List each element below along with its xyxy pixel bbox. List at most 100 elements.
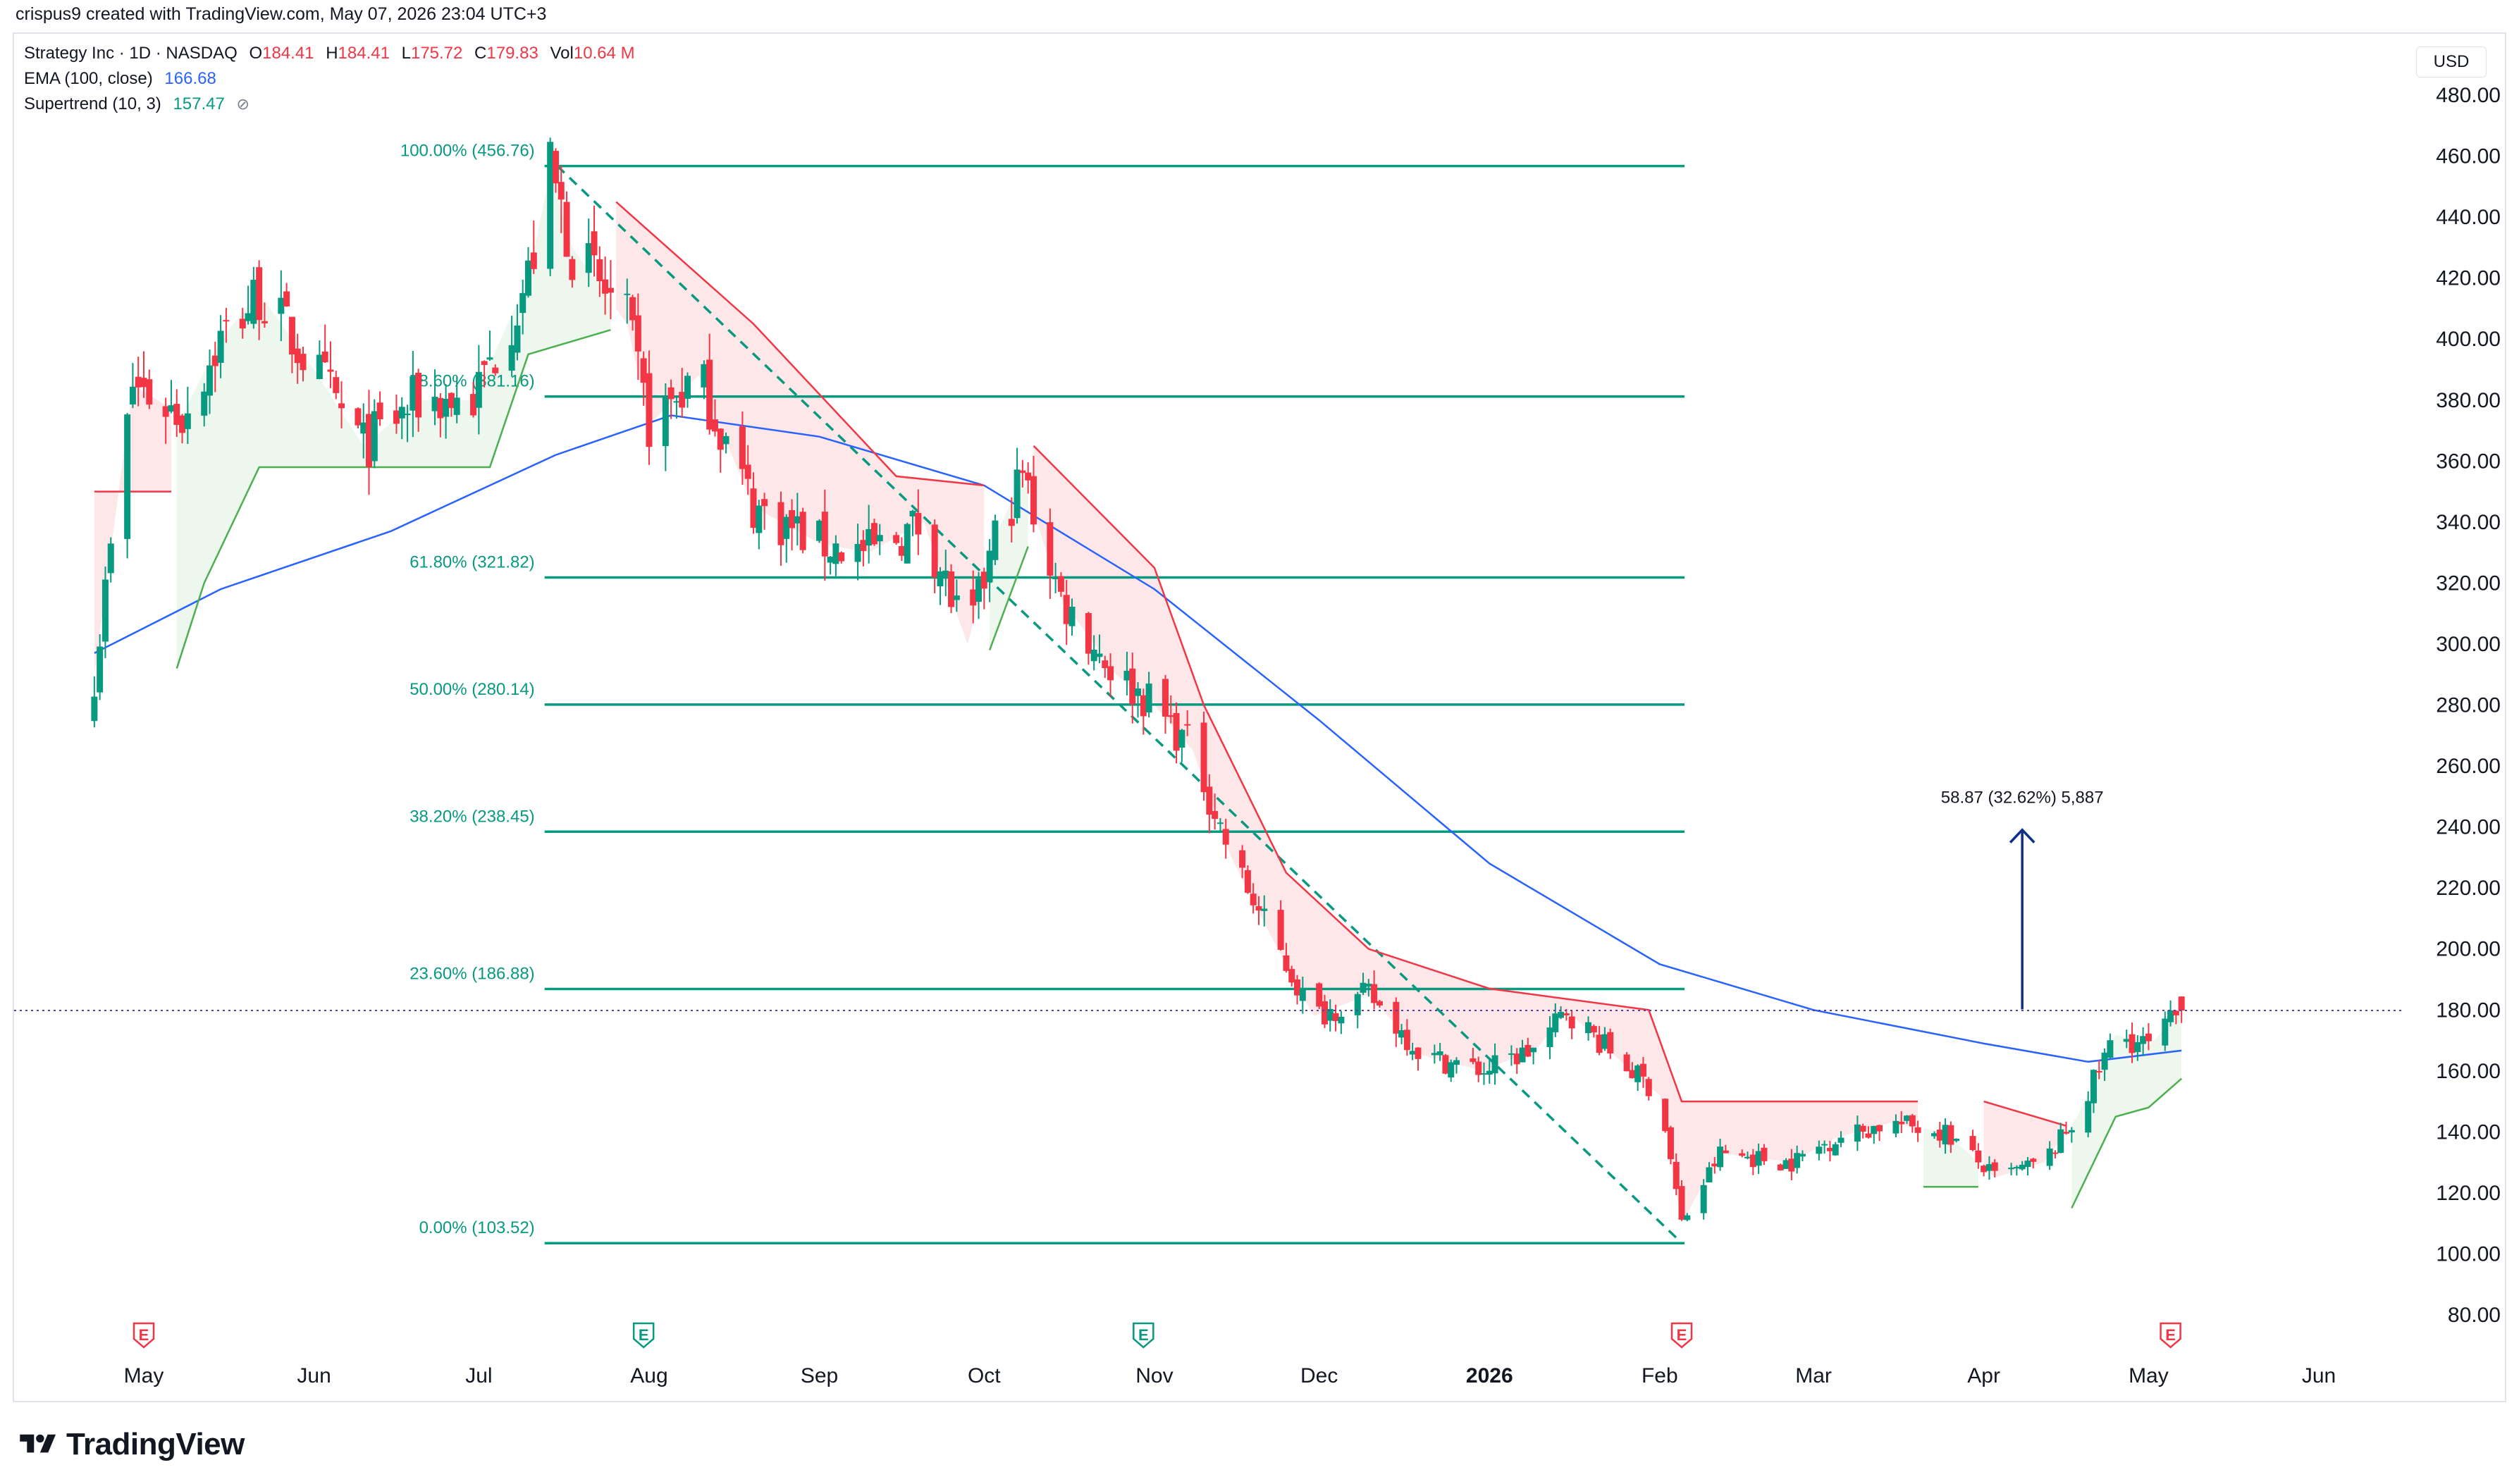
candle-body-177 (1448, 1062, 1455, 1078)
price-tick-11: 260.00 (2436, 755, 2501, 778)
price-tick-8: 320.00 (2436, 571, 2501, 595)
candle-body-49 (470, 394, 477, 416)
candle-261 (2095, 1060, 2102, 1080)
candle-76 (673, 395, 680, 419)
candle-187 (1525, 1037, 1532, 1058)
candle-body-94 (816, 520, 823, 541)
candle-152 (1255, 896, 1262, 925)
candle-108 (915, 489, 922, 555)
price-tick-0: 480.00 (2436, 84, 2501, 107)
candle-244 (1969, 1130, 1976, 1151)
price-tick-18: 120.00 (2436, 1182, 2501, 1205)
candle-37 (371, 399, 378, 469)
legend-symbol: Strategy Inc · 1D · NASDAQ (24, 44, 238, 63)
candle-189 (1546, 1016, 1553, 1060)
brand[interactable]: TradingView (16, 1425, 245, 1464)
candle-93 (799, 507, 806, 554)
candle-body-142 (1178, 729, 1185, 748)
candle-216 (1749, 1149, 1756, 1175)
candle-body-81 (711, 419, 718, 432)
candle-body-127 (1063, 595, 1070, 624)
candle-body-159 (1316, 983, 1323, 1007)
candle-body-89 (777, 502, 784, 545)
candle-12 (179, 414, 186, 444)
candle-177 (1448, 1059, 1455, 1082)
candle-230 (1859, 1123, 1866, 1139)
candle-body-22 (256, 267, 263, 321)
candle-body-202 (1639, 1063, 1646, 1077)
candle-3 (107, 537, 114, 583)
candle-172 (1409, 1042, 1416, 1061)
candle-36 (366, 390, 373, 495)
candle-body-139 (1162, 679, 1169, 717)
candle-body-6 (135, 376, 142, 388)
candle-body-77 (679, 392, 686, 408)
candle-body-229 (1854, 1124, 1861, 1142)
legend-low-value: 175.72 (410, 44, 463, 63)
candle-75 (667, 379, 675, 419)
candle-0 (91, 676, 98, 728)
candle-body-17 (217, 330, 224, 363)
candle-body-213 (1722, 1150, 1729, 1154)
candle-body-110 (937, 571, 944, 587)
candle-60 (552, 148, 559, 193)
candle-body-20 (245, 313, 252, 321)
candle-body-140 (1167, 715, 1174, 717)
candle-body-157 (1294, 979, 1301, 996)
legend-ema-row[interactable]: EMA (100, close) 166.68 (24, 69, 216, 89)
candle-205 (1667, 1125, 1674, 1165)
legend-supertrend-row[interactable]: Supertrend (10, 3) 157.47 ⊘ (24, 94, 250, 114)
legend-supertrend-value: 157.47 (173, 94, 225, 113)
candle-139 (1162, 674, 1169, 734)
candle-body-152 (1255, 906, 1262, 911)
candle-body-115 (975, 579, 983, 602)
candle-8 (146, 369, 153, 409)
candle-body-130 (1090, 650, 1097, 662)
candle-167 (1371, 970, 1378, 1010)
candle-body-230 (1859, 1125, 1866, 1132)
candle-236 (1904, 1115, 1911, 1124)
candle-body-75 (667, 387, 675, 400)
candle-47 (448, 392, 455, 417)
time-axis[interactable]: May Jun Jul Aug Sep Oct Nov Dec 2026 Feb Mar Apr May… (124, 1364, 2336, 1387)
overlay-layer[interactable]: 58.87 (32.62%) 5,887 E E E E E (14, 789, 2403, 1349)
candle-body-134 (1123, 670, 1131, 681)
candle-body-48 (453, 397, 460, 415)
candle-29 (316, 340, 323, 380)
candle-body-239 (1930, 1133, 1938, 1137)
price-axis[interactable]: 480.00 460.00 440.00 420.00 400.00 380.00 360.… (2436, 84, 2501, 1327)
candle-body-237 (1909, 1115, 1916, 1127)
candle-body-108 (915, 512, 922, 535)
candle-body-8 (146, 379, 153, 405)
currency-button[interactable]: USD (2416, 47, 2487, 78)
price-tick-2: 440.00 (2436, 206, 2501, 229)
time-tick-4: Sep (801, 1364, 838, 1387)
time-tick-13: Jun (2302, 1364, 2336, 1387)
candle-body-169 (1393, 1001, 1400, 1034)
fibonacci-layer[interactable]: 100.00% (456.76) 78.60% (381.16) 61.80% (3… (400, 142, 1685, 1244)
candle-body-40 (398, 407, 405, 419)
candle-body-248 (1991, 1162, 1998, 1171)
candle-body-105 (898, 545, 905, 556)
chart-frame[interactable] (13, 32, 2506, 1402)
legend-symbol-row[interactable]: Strategy Inc · 1D · NASDAQ O184.41 H184.… (24, 44, 635, 63)
candle-228 (1837, 1131, 1844, 1147)
candle-body-129 (1085, 613, 1092, 654)
candle-body-88 (761, 499, 768, 507)
candle-67 (602, 256, 609, 315)
earnings-marker-letter-3: E (1677, 1326, 1687, 1344)
ema-layer (94, 414, 2182, 1063)
candle-body-215 (1744, 1156, 1751, 1158)
candle-107 (909, 509, 916, 536)
candle-145 (1206, 774, 1213, 834)
candle-266 (2134, 1035, 2141, 1061)
candle-body-268 (2145, 1033, 2152, 1041)
candle-74 (662, 383, 669, 471)
candle-211 (1711, 1157, 1718, 1174)
candle-body-186 (1519, 1047, 1526, 1063)
eye-off-icon[interactable]: ⊘ (236, 95, 250, 113)
candle-184 (1508, 1045, 1515, 1066)
candle-208 (1684, 1213, 1691, 1222)
candle-35 (360, 403, 367, 459)
